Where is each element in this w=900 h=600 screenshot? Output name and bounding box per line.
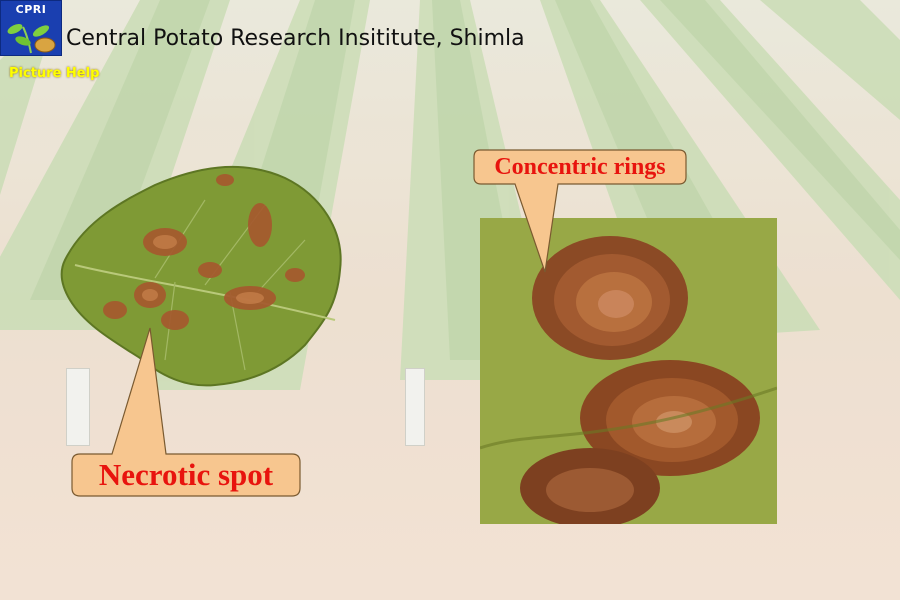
concentric-rings-closeup-image xyxy=(480,218,777,524)
page-title: Central Potato Research Insititute, Shim… xyxy=(66,26,525,51)
picture-help-link[interactable]: Picture Help xyxy=(9,66,100,81)
concentric-rings-callout: Concentric rings xyxy=(494,154,666,180)
necrotic-spot-callout: Necrotic spot xyxy=(98,457,274,492)
diseased-leaf-image xyxy=(60,165,342,387)
logo-text: CPRI xyxy=(15,3,47,16)
cpri-logo: CPRI xyxy=(0,0,62,56)
field-stake-right xyxy=(405,368,425,446)
potato-plant-icon xyxy=(7,24,56,54)
